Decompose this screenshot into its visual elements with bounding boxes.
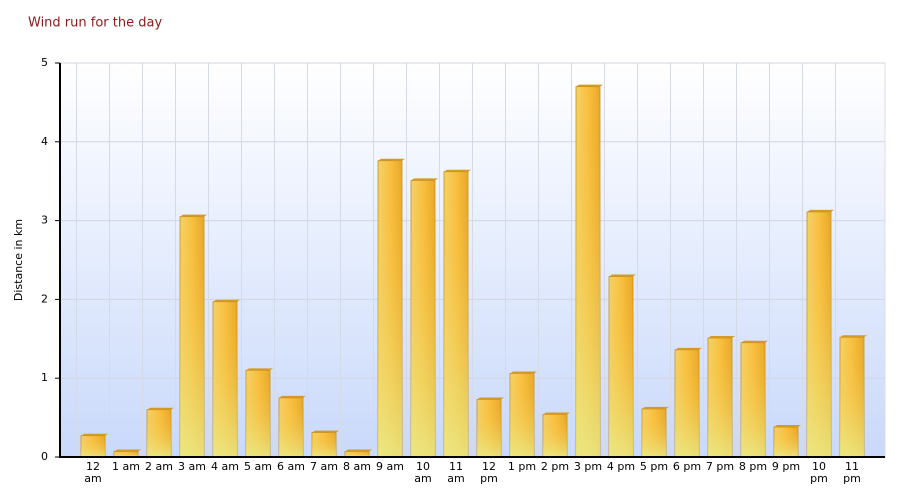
x-tick-label: 8 am — [343, 460, 371, 473]
bar-top — [147, 407, 174, 410]
x-tick-label: 11 am — [447, 460, 465, 485]
bar-top — [708, 336, 735, 339]
bar — [146, 409, 172, 458]
x-tick-label: 8 pm — [738, 460, 768, 473]
bar-top — [279, 395, 306, 398]
x-tick-label: 1 pm — [507, 460, 537, 473]
bar-top — [180, 214, 207, 217]
x-tick-label: 2 am — [145, 460, 173, 473]
x-tick-label: 4 am — [211, 460, 239, 473]
bar — [542, 414, 568, 458]
bar-top — [642, 406, 669, 409]
bar — [377, 160, 403, 458]
x-tick-label: 12 pm — [480, 460, 498, 485]
bar — [476, 399, 502, 458]
x-tick-label: 3 am — [178, 460, 206, 473]
bar-top — [576, 84, 603, 87]
y-tick-label: 4 — [41, 135, 48, 148]
bar — [806, 211, 832, 458]
bar — [212, 301, 238, 458]
bar-top — [609, 274, 636, 277]
bar — [740, 342, 766, 458]
y-tick-label: 3 — [41, 214, 48, 227]
x-tick-label: 6 pm — [672, 460, 702, 473]
y-tick-label: 5 — [41, 56, 48, 69]
bar-top — [510, 371, 537, 374]
bar-top — [477, 397, 504, 400]
x-tick-label: 3 pm — [573, 460, 603, 473]
bar-top — [213, 299, 240, 302]
bar — [773, 426, 799, 458]
y-axis-label: Distance in km — [12, 219, 25, 301]
y-tick-label: 0 — [41, 450, 48, 463]
bar-top — [444, 169, 471, 172]
bar-top — [807, 209, 834, 212]
bar — [179, 216, 205, 458]
chart-title: Wind run for the day — [28, 16, 162, 31]
bar-top — [81, 433, 108, 436]
x-tick-label: 12 am — [84, 460, 102, 485]
bar-top — [114, 449, 141, 452]
bar — [410, 180, 436, 458]
bar — [608, 276, 634, 458]
bar — [839, 336, 865, 458]
bar-top — [675, 347, 702, 350]
x-tick-label: 7 am — [310, 460, 338, 473]
x-tick-label: 5 pm — [639, 460, 669, 473]
bar-top — [378, 158, 405, 161]
bar-top — [741, 340, 768, 343]
x-tick-label: 6 am — [277, 460, 305, 473]
x-tick-label: 4 pm — [606, 460, 636, 473]
bar — [509, 373, 535, 458]
x-tick-label: 11 pm — [843, 460, 861, 485]
bar-top — [840, 335, 867, 338]
x-tick-label: 10 am — [414, 460, 432, 485]
x-tick-label: 1 am — [112, 460, 140, 473]
bar — [278, 397, 304, 458]
bar-top — [312, 430, 339, 433]
x-tick-label: 9 am — [376, 460, 404, 473]
x-tick-label: 10 pm — [810, 460, 828, 485]
bar — [311, 432, 337, 458]
bar — [245, 369, 271, 458]
bar — [707, 337, 733, 458]
x-tick-label: 9 pm — [771, 460, 801, 473]
bar — [674, 349, 700, 458]
y-tick-label: 2 — [41, 292, 48, 305]
bar — [575, 86, 601, 458]
bar-top — [543, 412, 570, 415]
bar-top — [345, 449, 372, 452]
bar-top — [246, 368, 273, 371]
bar — [443, 171, 469, 458]
bar — [80, 435, 106, 458]
x-tick-label: 2 pm — [540, 460, 570, 473]
x-tick-label: 5 am — [244, 460, 272, 473]
y-tick-label: 1 — [41, 371, 48, 384]
bar-top — [411, 178, 438, 181]
bar-top — [774, 425, 801, 428]
bar — [641, 408, 667, 458]
x-tick-label: 7 pm — [705, 460, 735, 473]
